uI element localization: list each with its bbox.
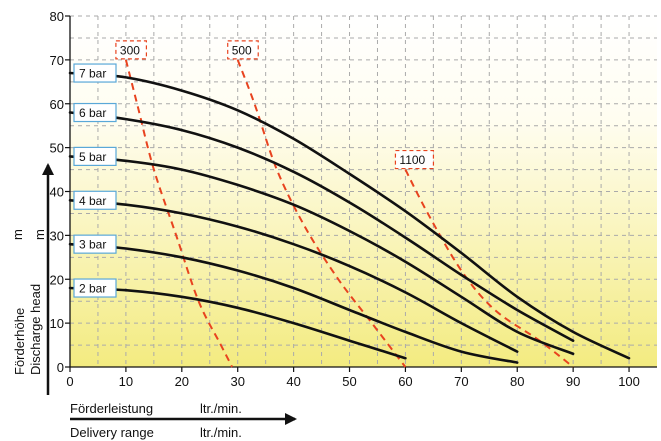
pressure-curve-7-bar: [68, 71, 631, 360]
pressure-label-box: [73, 63, 117, 83]
x-axis-label-de: Förderleistung: [70, 401, 153, 416]
pressure-curve-4-bar: [68, 199, 519, 353]
y-tick-label: 0: [57, 360, 64, 375]
speed-curve-1100: [404, 169, 574, 368]
pressure-label-box: [73, 278, 117, 298]
x-tick-label: 50: [342, 374, 356, 389]
y-tick-label: 60: [50, 97, 64, 112]
y-axis-label-en: Discharge head: [28, 284, 43, 375]
pressure-curve-3-bar: [68, 242, 519, 364]
x-axis-unit-en: ltr./min.: [200, 425, 242, 440]
x-axis-label-en: Delivery range: [70, 425, 154, 440]
pressure-curve-2-bar: [68, 286, 407, 360]
x-tick-label: 0: [66, 374, 73, 389]
y-tick-label: 50: [50, 141, 64, 156]
speed-label-300: 300: [120, 43, 140, 57]
pressure-label-4-bar: 4 bar: [79, 194, 106, 208]
pressure-label-5-bar: 5 bar: [79, 150, 106, 164]
y-tick-label: 40: [50, 185, 64, 200]
x-tick-label: 60: [398, 374, 412, 389]
pressure-curve-6-bar: [68, 111, 575, 342]
pressure-label-box: [73, 102, 117, 123]
speed-label-500: 500: [232, 43, 252, 57]
pressure-label-box: [73, 190, 117, 210]
y-tick-label: 30: [50, 228, 64, 243]
x-tick-label: 90: [566, 374, 580, 389]
x-tick-label: 10: [119, 374, 133, 389]
y-axis-unit-de: m: [10, 229, 25, 240]
pressure-label-3-bar: 3 bar: [79, 238, 106, 252]
y-axis-unit-en: m: [32, 229, 47, 240]
pressure-label-7-bar: 7 bar: [79, 67, 106, 81]
y-tick-label: 10: [50, 316, 64, 331]
pressure-label-6-bar: 6 bar: [79, 106, 106, 120]
x-tick-label: 80: [510, 374, 524, 389]
x-tick-label: 100: [618, 374, 640, 389]
pressure-label-box: [73, 146, 117, 166]
x-tick-label: 70: [454, 374, 468, 389]
x-axis-unit-de: ltr./min.: [200, 401, 242, 416]
speed-label-1100: 1100: [399, 153, 425, 167]
pressure-curve-5-bar: [68, 155, 575, 356]
pressure-label-2-bar: 2 bar: [79, 282, 106, 296]
curve-labels: 2 bar 3 bar 4 bar 5 bar 6 bar 7 bar 300 500 1100: [73, 40, 435, 298]
axis-titles: Förderhöhe Discharge head m m Förderleistung…: [10, 163, 297, 440]
speed-label-box: [394, 149, 435, 170]
axes: 0 10 20 30 40 50 60 70 80 90 100 0 10 20 30 40 50 60 70 80: [50, 9, 657, 389]
speed-label-box: [115, 40, 148, 60]
pressure-label-box: [73, 234, 117, 254]
speed-curve-300: [124, 59, 233, 368]
y-tick-label: 80: [50, 9, 64, 24]
pressure-curves: [68, 71, 631, 364]
x-tick-label: 40: [286, 374, 300, 389]
x-tick-label: 30: [230, 374, 244, 389]
y-tick-label: 20: [50, 272, 64, 287]
x-tick-label: 20: [175, 374, 189, 389]
speed-curves: [124, 59, 574, 368]
y-axis-label-de: Förderhöhe: [12, 308, 27, 375]
y-tick-label: 70: [50, 53, 64, 68]
speed-label-box: [227, 40, 259, 60]
